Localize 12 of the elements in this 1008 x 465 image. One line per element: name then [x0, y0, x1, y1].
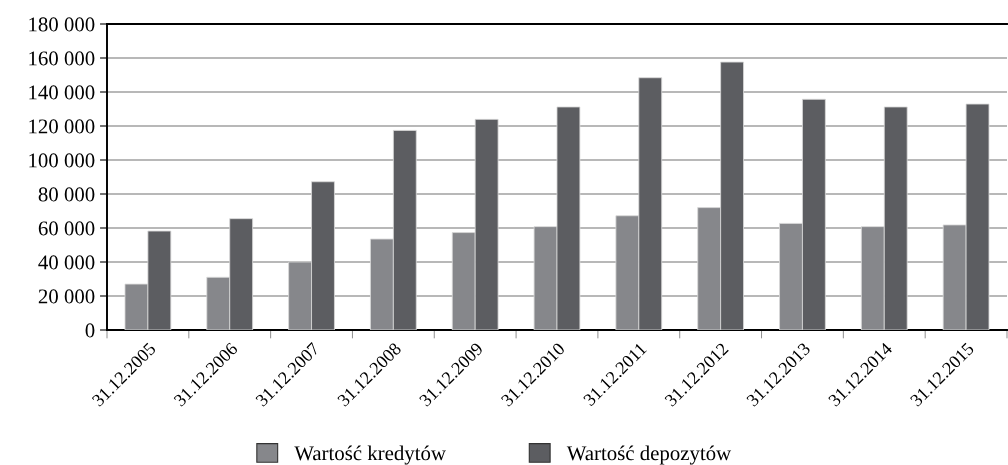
y-tick-label: 40 000 [38, 255, 95, 270]
y-tick-label: 180 000 [29, 17, 95, 32]
y-tick-label: 120 000 [29, 119, 95, 134]
legend-label: Wartość depozytów [566, 445, 732, 465]
y-tick-label: 80 000 [38, 187, 95, 202]
y-tick-label: 0 [85, 323, 95, 338]
y-tick-label: 20 000 [38, 289, 95, 304]
y-tick-label: 140 000 [29, 85, 95, 100]
y-tick-label: 100 000 [29, 153, 95, 168]
legend-label: Wartość kredytów [294, 445, 446, 465]
y-tick-label: 160 000 [29, 51, 95, 66]
y-tick-label: 60 000 [38, 221, 95, 236]
